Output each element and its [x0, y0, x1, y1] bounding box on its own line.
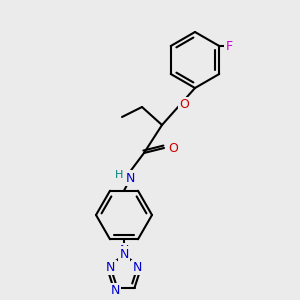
Text: O: O: [168, 142, 178, 154]
Text: N: N: [119, 244, 129, 257]
Text: F: F: [226, 40, 233, 52]
Text: H: H: [115, 170, 123, 180]
Text: N: N: [106, 261, 116, 274]
Text: N: N: [125, 172, 135, 184]
Text: N: N: [111, 284, 120, 297]
Text: N: N: [119, 248, 129, 260]
Text: N: N: [132, 261, 142, 274]
Text: O: O: [180, 98, 189, 111]
